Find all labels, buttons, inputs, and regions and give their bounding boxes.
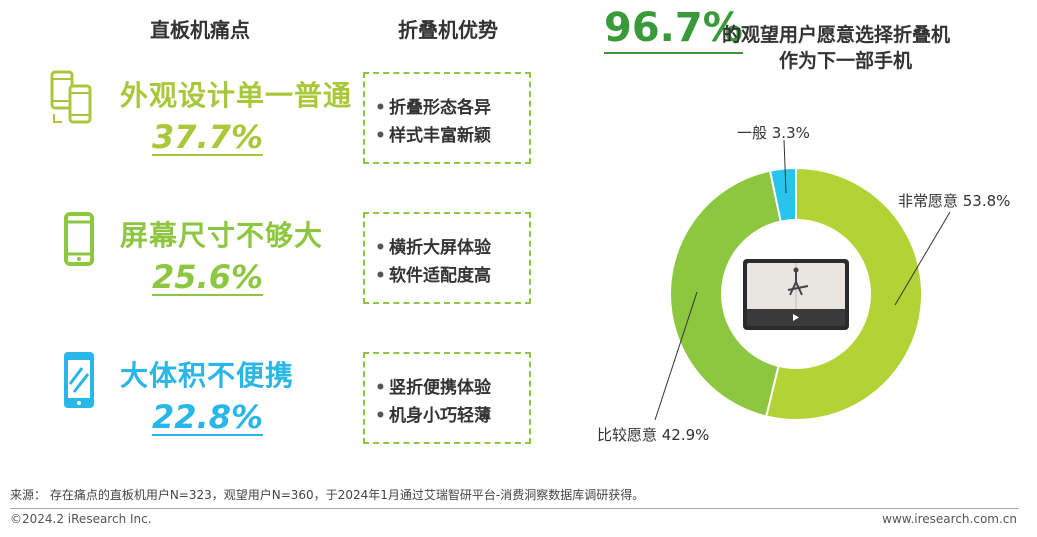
- pain-percent-2: 25.6%: [152, 258, 264, 296]
- advantage-header: 折叠机优势: [398, 18, 498, 42]
- advantage-item: • 样式丰富新颖: [375, 126, 491, 146]
- pain-title-2: 屏幕尺寸不够大: [120, 219, 324, 252]
- slice-label-3: 一般 3.3%: [737, 124, 810, 142]
- advantage-item: • 竖折便携体验: [375, 378, 491, 398]
- advantage-item: • 横折大屏体验: [375, 238, 491, 258]
- headline-line2: 作为下一部手机: [779, 50, 913, 72]
- foldable-phone-icon: [743, 259, 849, 330]
- advantage-item: • 软件适配度高: [375, 266, 491, 286]
- copyright: ©2024.2 iResearch Inc.: [10, 512, 152, 526]
- website-link[interactable]: www.iresearch.com.cn: [882, 512, 1017, 526]
- pain-header: 直板机痛点: [150, 18, 250, 42]
- donut-slice-3: [768, 166, 797, 223]
- pain-percent-1: 37.7%: [152, 118, 264, 156]
- leader-line-2: [654, 291, 698, 421]
- footer-divider: [10, 508, 1019, 509]
- headline-line1: 的观望用户愿意选择折叠机: [722, 24, 951, 46]
- advantage-item: • 折叠形态各异: [375, 98, 491, 118]
- advantage-item: • 机身小巧轻薄: [375, 406, 491, 426]
- source-note: 来源： 存在痛点的直板机用户N=323，观望用户N=360，于2024年1月通过…: [10, 488, 645, 502]
- advantage-box-2: • 横折大屏体验 • 软件适配度高: [363, 212, 531, 304]
- phone-icon: [48, 210, 104, 270]
- advantage-box-1: • 折叠形态各异 • 样式丰富新颖: [363, 72, 531, 164]
- slice-label-2: 比较愿意 42.9%: [597, 426, 710, 444]
- two-phones-icon: [48, 70, 104, 130]
- pain-title-3: 大体积不便携: [120, 359, 295, 392]
- pain-title-1: 外观设计单一普通: [120, 79, 353, 112]
- phone-slash-icon: [48, 350, 104, 410]
- advantage-box-3: • 竖折便携体验 • 机身小巧轻薄: [363, 352, 531, 444]
- pain-row-1: 外观设计单一普通 37.7%: [40, 66, 360, 176]
- pain-row-2: 屏幕尺寸不够大 25.6%: [40, 206, 360, 316]
- leader-line-1: [894, 211, 951, 306]
- donut-slice-2: [669, 169, 782, 418]
- pain-percent-3: 22.8%: [152, 398, 264, 436]
- leader-line-3: [783, 139, 787, 194]
- slice-label-1: 非常愿意 53.8%: [898, 192, 1011, 210]
- pain-row-3: 大体积不便携 22.8%: [40, 346, 360, 456]
- donut-slice-1: [764, 166, 923, 421]
- headline-percent: 96.7%: [604, 4, 743, 54]
